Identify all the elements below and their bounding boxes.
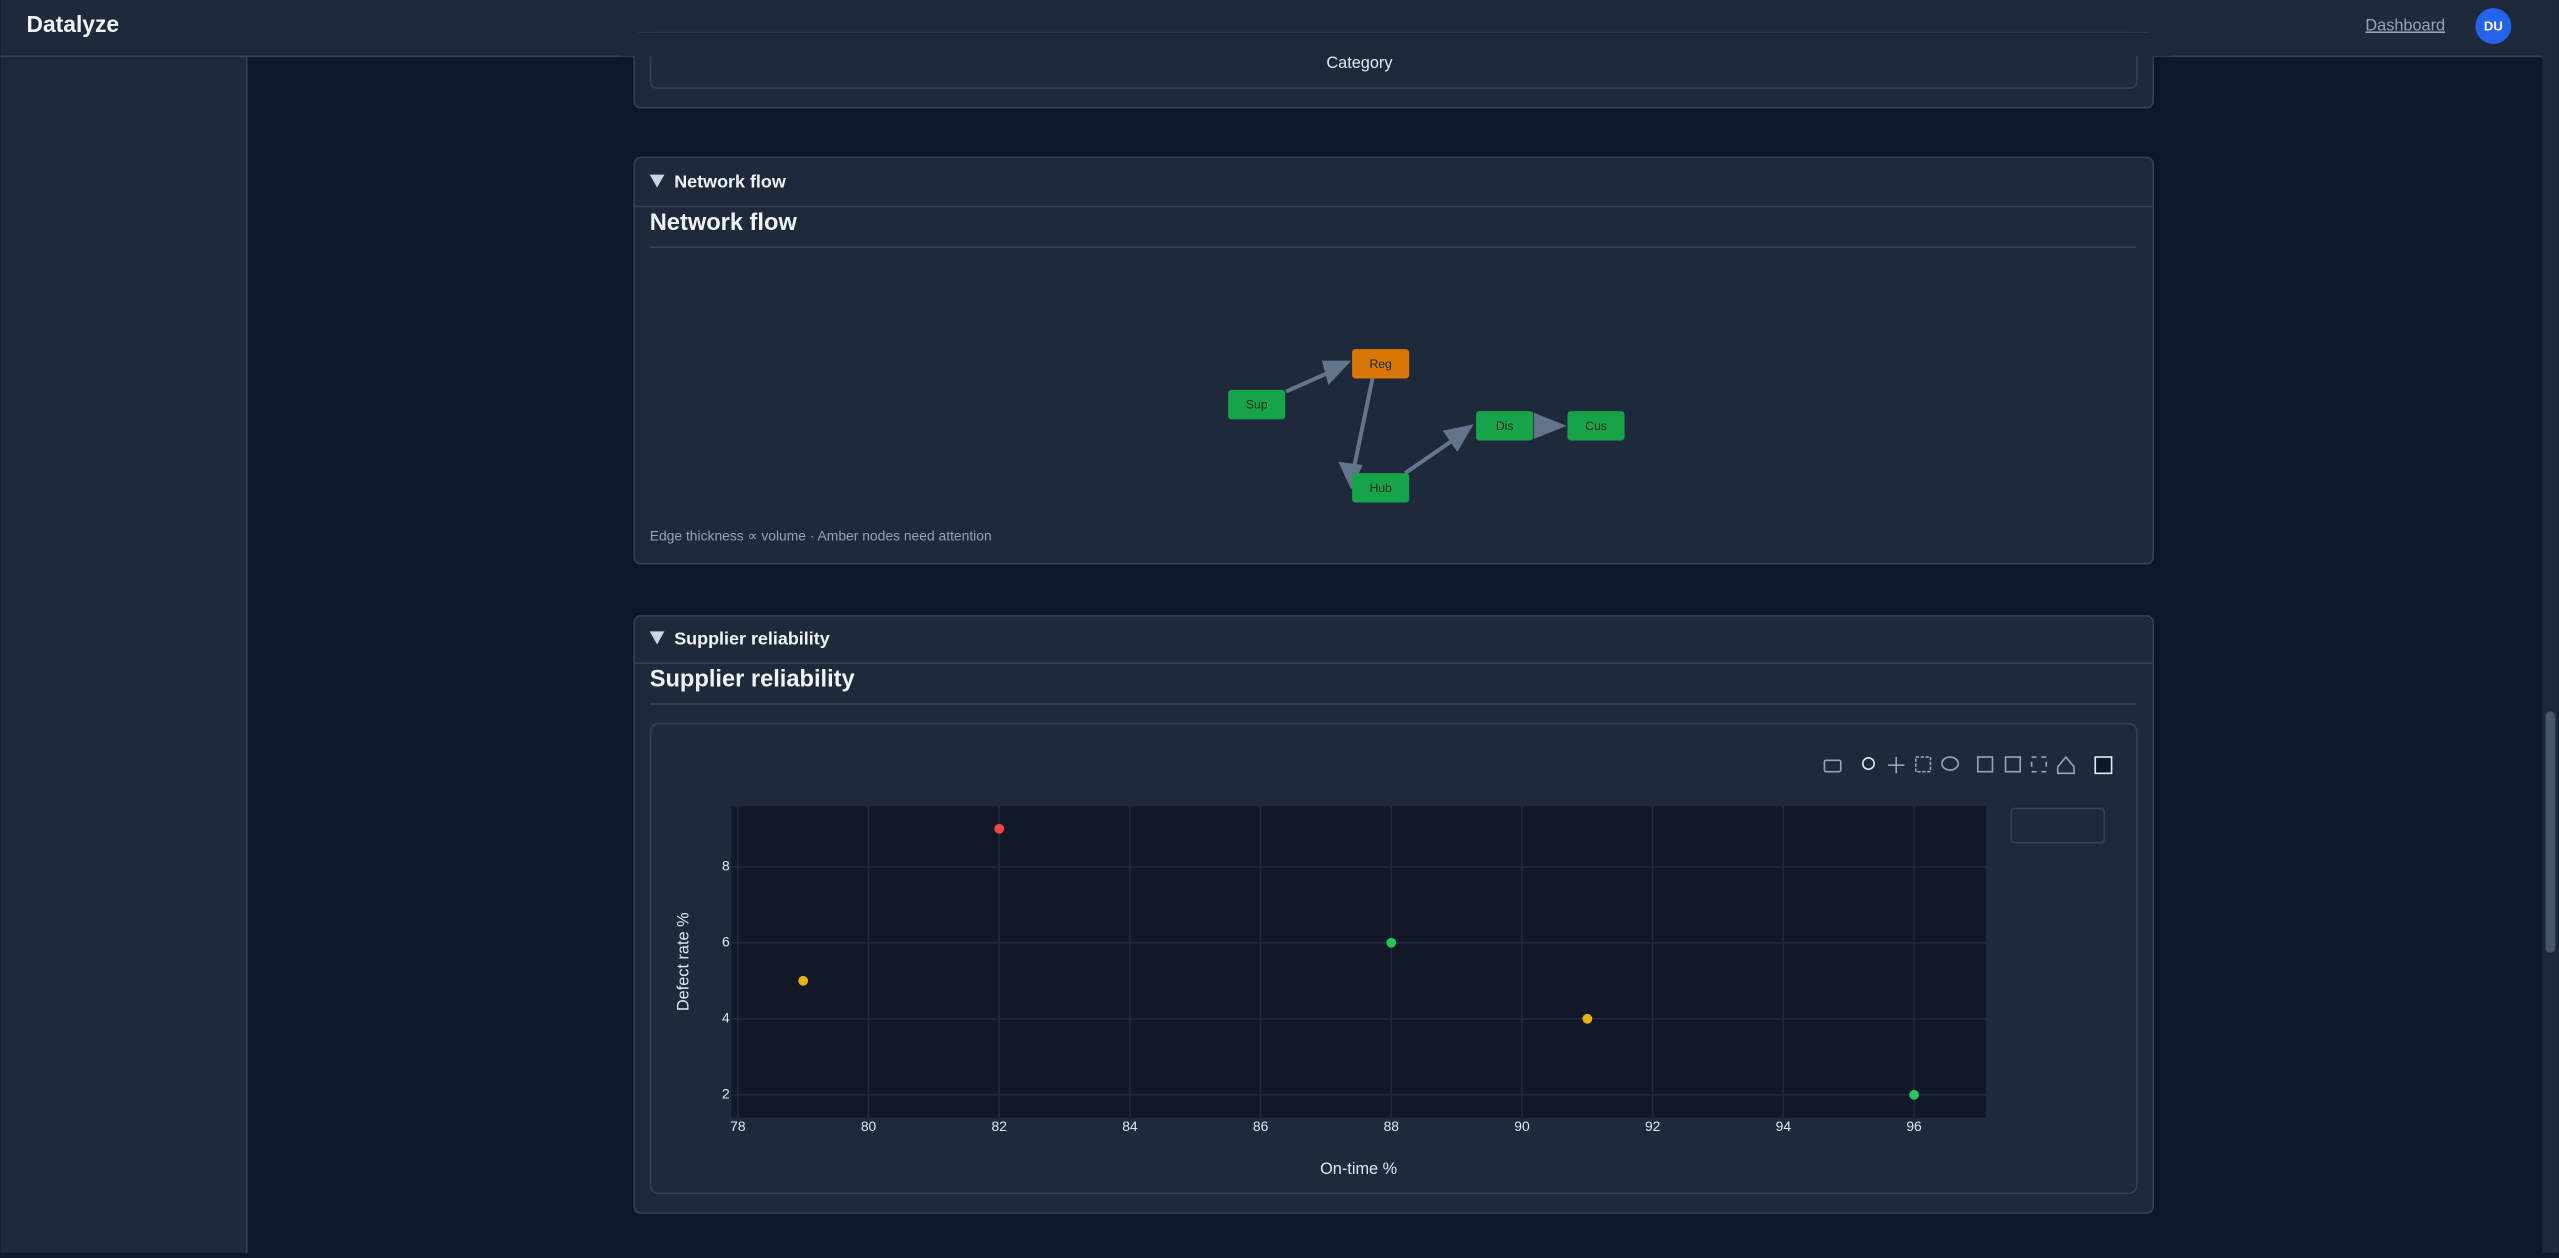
arrowhead bbox=[1442, 424, 1474, 452]
tool-zoom-out[interactable] bbox=[2004, 756, 2022, 773]
y-tick-label: 6 bbox=[722, 933, 730, 949]
collapse-icon[interactable] bbox=[649, 174, 665, 188]
y-tick-label: 2 bbox=[722, 1085, 730, 1101]
tool-logo[interactable] bbox=[2094, 756, 2113, 775]
x-tick-label: 78 bbox=[730, 1118, 746, 1134]
tool-pan[interactable] bbox=[1888, 757, 1905, 774]
plot-area bbox=[731, 805, 1986, 1118]
x-tick-label: 92 bbox=[1645, 1118, 1661, 1134]
tool-lasso[interactable] bbox=[1941, 756, 1960, 771]
edge bbox=[1352, 378, 1375, 466]
tool-camera[interactable] bbox=[1823, 759, 1842, 773]
node bbox=[1476, 411, 1534, 441]
x-tick-label: 86 bbox=[1253, 1118, 1269, 1134]
node bbox=[1352, 349, 1410, 379]
y-axis-label: Defect rate % bbox=[674, 912, 692, 1011]
point bbox=[798, 975, 809, 986]
x-tick-label: 82 bbox=[992, 1118, 1008, 1134]
tool-zoom-in[interactable] bbox=[1976, 756, 1994, 773]
avatar-initials: DU bbox=[2484, 18, 2503, 33]
x-tick-label: 80 bbox=[861, 1118, 877, 1134]
point bbox=[1909, 1089, 1919, 1100]
point bbox=[994, 823, 1005, 834]
axis-label: Category bbox=[1326, 54, 1393, 72]
chart: 78 80 82 84 86 88 90 92 94 96 2 4 6 8 On-time % Defect … bbox=[674, 805, 2099, 1178]
point bbox=[1582, 1013, 1593, 1024]
sidebar bbox=[0, 55, 247, 1254]
x-tick-label: 94 bbox=[1776, 1118, 1792, 1134]
node-label: Reg bbox=[1369, 357, 1392, 371]
tool-zoom[interactable] bbox=[1861, 757, 1876, 771]
cover bbox=[620, 32, 2171, 57]
edge bbox=[1403, 438, 1454, 475]
section-title[interactable]: Network flow bbox=[674, 171, 786, 191]
x-axis-label: On-time % bbox=[1320, 1160, 1397, 1178]
node bbox=[1567, 411, 1625, 441]
node-label: Cus bbox=[1585, 419, 1607, 433]
y-tick-label: 8 bbox=[722, 857, 730, 873]
brand[interactable]: Datalyze bbox=[27, 11, 120, 37]
edge bbox=[1285, 370, 1331, 394]
heading: Supplier reliability bbox=[650, 667, 856, 693]
arrowhead bbox=[1534, 412, 1567, 439]
legend bbox=[2010, 807, 2106, 844]
scrollbar-track bbox=[2542, 55, 2559, 1254]
x-tick-label: 96 bbox=[1906, 1118, 1922, 1134]
avatar[interactable] bbox=[2475, 8, 2512, 45]
scrollbar-thumb[interactable] bbox=[2545, 711, 2556, 953]
node-label: Hub bbox=[1369, 481, 1392, 495]
arrowhead bbox=[1321, 360, 1352, 386]
heading: Network flow bbox=[650, 210, 798, 236]
x-tick-label: 88 bbox=[1384, 1118, 1400, 1134]
collapse-icon[interactable] bbox=[649, 631, 665, 645]
y-tick-label: 4 bbox=[722, 1009, 730, 1025]
tool-reset[interactable] bbox=[2056, 755, 2075, 775]
tool-autoscale[interactable] bbox=[2030, 756, 2048, 773]
toolbar bbox=[1823, 755, 2113, 775]
x-tick-label: 90 bbox=[1514, 1118, 1530, 1134]
node-label: Sup bbox=[1246, 398, 1268, 412]
nav-link[interactable]: Dashboard bbox=[2365, 16, 2445, 34]
arrowhead bbox=[1338, 461, 1363, 490]
edges bbox=[1285, 360, 1567, 490]
point bbox=[1386, 937, 1397, 948]
tool-select[interactable] bbox=[1914, 756, 1932, 773]
caption: Edge thickness ∝ volume · Amber nodes ne… bbox=[650, 527, 992, 543]
node-group: Sup Reg Dis Cus Hub bbox=[1228, 349, 1625, 503]
node bbox=[1352, 473, 1410, 503]
x-tick-label: 84 bbox=[1122, 1118, 1138, 1134]
node-label: Dis bbox=[1496, 419, 1514, 433]
node bbox=[1228, 389, 1286, 420]
section-title[interactable]: Supplier reliability bbox=[674, 628, 830, 648]
